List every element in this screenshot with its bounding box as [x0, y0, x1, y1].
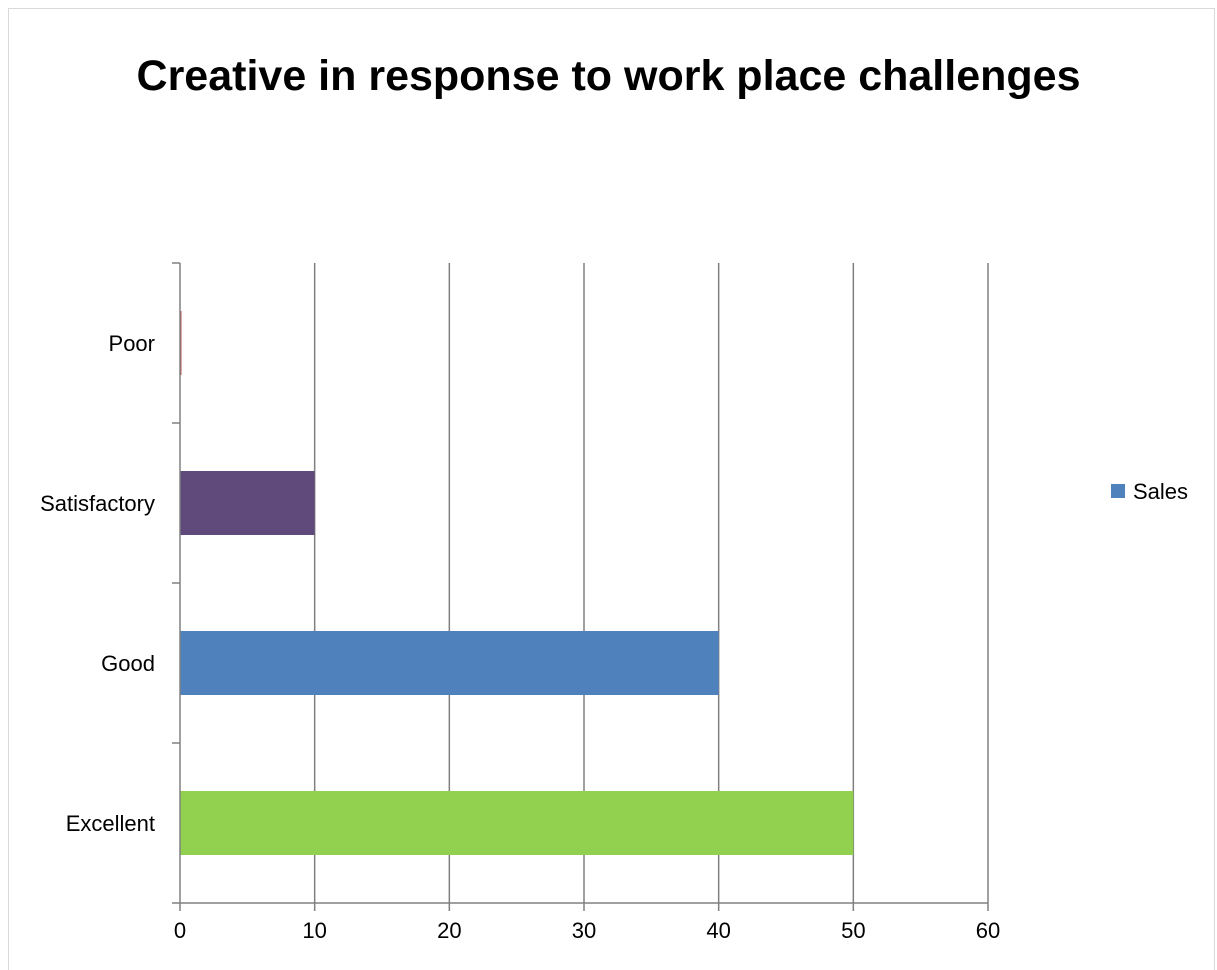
x-tick-label-40: 40 [706, 918, 730, 943]
bars [180, 311, 854, 855]
legend-label-sales: Sales [1133, 479, 1188, 504]
axes [172, 262, 989, 911]
x-tick-label-30: 30 [572, 918, 596, 943]
x-tick-label-50: 50 [841, 918, 865, 943]
bar-excellent [180, 791, 854, 855]
legend-swatch-sales [1111, 484, 1125, 498]
bar-satisfactory [180, 471, 315, 535]
chart-frame [8, 8, 1215, 970]
x-tick-label-20: 20 [437, 918, 461, 943]
y-tick-label-good: Good [101, 651, 155, 676]
bar-good [180, 631, 719, 695]
legend: Sales [1111, 479, 1188, 504]
y-tick-label-poor: Poor [109, 331, 155, 356]
chart-title: Creative in response to work place chall… [136, 52, 1081, 100]
y-tick-label-satisfactory: Satisfactory [40, 491, 155, 516]
y-tick-label-excellent: Excellent [66, 811, 155, 836]
x-tick-label-0: 0 [174, 918, 186, 943]
tick-labels: 0 10 20 30 40 50 60 Excellent Good Satisfactory Po… [40, 331, 1000, 943]
x-tick-label-10: 10 [302, 918, 326, 943]
x-tick-label-60: 60 [976, 918, 1000, 943]
